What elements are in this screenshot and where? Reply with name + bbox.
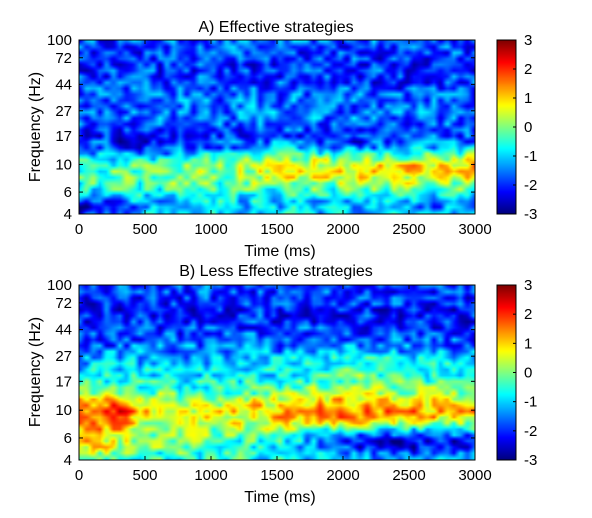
panel-a-colorbar — [497, 40, 516, 214]
colorbar-tick-label: -1 — [524, 394, 537, 411]
panel-b-title: B) Less Effective strategies — [179, 263, 373, 280]
panel-b-colorbar — [497, 285, 516, 460]
x-tick-label: 1500 — [260, 221, 293, 238]
panel-a-colorbar-ticks: 3 2 1 0 -1 -2 -3 — [513, 32, 537, 223]
colorbar-tick-label: 1 — [524, 335, 532, 352]
x-tick-label: 2500 — [392, 221, 425, 238]
x-tick-label: 500 — [132, 467, 157, 484]
y-tick-label: 72 — [55, 295, 72, 312]
panel-a-title: A) Effective strategies — [198, 19, 353, 36]
colorbar-tick-label: 0 — [524, 365, 532, 382]
colorbar-tick-label: -3 — [524, 452, 537, 469]
panel-a-xlabel: Time (ms) — [244, 243, 315, 260]
y-tick-label: 10 — [55, 156, 72, 173]
colorbar-tick-label: 3 — [524, 32, 532, 49]
colorbar-tick-label: 2 — [524, 306, 532, 323]
x-tick-label: 1500 — [260, 467, 293, 484]
x-tick-label: 1000 — [194, 467, 227, 484]
y-tick-label: 72 — [55, 50, 72, 67]
x-tick-label: 3000 — [458, 221, 491, 238]
x-tick-label: 0 — [75, 221, 83, 238]
x-tick-label: 1000 — [194, 221, 227, 238]
colorbar-tick-label: -1 — [524, 148, 537, 165]
y-tick-label: 6 — [64, 430, 72, 447]
panel-a-heatmap — [79, 40, 475, 214]
colorbar-tick-label: 3 — [524, 277, 532, 294]
y-tick-label: 100 — [47, 277, 72, 294]
colorbar-tick-label: 2 — [524, 61, 532, 78]
panel-b: B) Less Effective strategies 0 500 1000 150… — [27, 263, 537, 506]
x-tick-label: 2500 — [392, 467, 425, 484]
y-tick-label: 10 — [55, 402, 72, 419]
y-tick-label: 17 — [55, 128, 72, 145]
y-tick-label: 17 — [55, 373, 72, 390]
panel-a: A) Effective strategies 0 500 1000 1500 2000… — [27, 19, 537, 260]
y-tick-label: 4 — [64, 452, 72, 469]
y-tick-label: 44 — [55, 322, 72, 339]
colorbar-tick-label: 0 — [524, 119, 532, 136]
x-tick-label: 2000 — [326, 467, 359, 484]
y-tick-label: 4 — [64, 206, 72, 223]
panel-b-heatmap — [79, 285, 475, 460]
y-tick-label: 44 — [55, 76, 72, 93]
panel-b-ylabel: Frequency (Hz) — [27, 317, 44, 427]
x-tick-label: 500 — [132, 221, 157, 238]
x-tick-label: 0 — [75, 467, 83, 484]
panel-b-colorbar-ticks: 3 2 1 0 -1 -2 -3 — [513, 277, 537, 469]
y-tick-label: 100 — [47, 32, 72, 49]
y-tick-label: 27 — [55, 103, 72, 120]
colorbar-tick-label: 1 — [524, 90, 532, 107]
colorbar-tick-label: -3 — [524, 206, 537, 223]
colorbar-tick-label: -2 — [524, 423, 537, 440]
y-tick-label: 6 — [64, 184, 72, 201]
panel-a-ylabel: Frequency (Hz) — [27, 72, 44, 182]
colorbar-tick-label: -2 — [524, 177, 537, 194]
panel-b-xlabel: Time (ms) — [244, 489, 315, 506]
x-tick-label: 3000 — [458, 467, 491, 484]
x-tick-label: 2000 — [326, 221, 359, 238]
y-tick-label: 27 — [55, 348, 72, 365]
